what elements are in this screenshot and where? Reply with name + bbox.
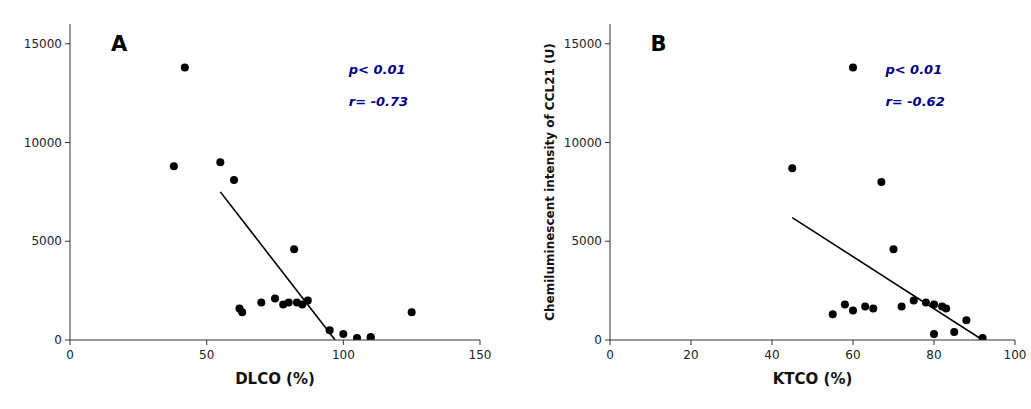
x-tick xyxy=(853,340,854,345)
y-tick xyxy=(605,241,610,242)
y-tick xyxy=(65,142,70,143)
panel-label: B xyxy=(651,32,667,56)
point xyxy=(841,300,849,308)
point xyxy=(238,308,246,316)
y-tick-label: 15000 xyxy=(564,37,602,51)
plot-area xyxy=(788,63,986,340)
y-tick xyxy=(605,142,610,143)
point xyxy=(170,162,178,170)
point xyxy=(230,176,238,184)
point xyxy=(326,326,334,334)
point xyxy=(788,164,796,172)
y-axis xyxy=(70,24,71,340)
x-tick xyxy=(70,340,71,345)
point xyxy=(930,300,938,308)
y-tick-label: 5000 xyxy=(31,234,62,248)
point xyxy=(367,333,375,340)
point xyxy=(290,245,298,253)
y-tick xyxy=(65,340,70,341)
point xyxy=(869,304,877,312)
point xyxy=(285,298,293,306)
x-tick xyxy=(1015,340,1016,345)
x-tick xyxy=(691,340,692,345)
y-tick-label: 0 xyxy=(54,333,62,347)
panel: 0 20 40 60 80 100 0 5000 10000 15000 KTCO (%) Chemi… xyxy=(543,24,1026,388)
point xyxy=(979,334,987,340)
x-tick-label: 0 xyxy=(66,348,74,362)
x-tick xyxy=(934,340,935,345)
y-tick-label: 15000 xyxy=(24,37,62,51)
point xyxy=(829,310,837,318)
point xyxy=(408,308,416,316)
point xyxy=(962,316,970,324)
point xyxy=(304,297,312,305)
x-axis xyxy=(70,340,480,341)
x-tick-label: 50 xyxy=(199,348,214,362)
point xyxy=(849,306,857,314)
point xyxy=(367,334,375,340)
x-tick-label: 80 xyxy=(926,348,941,362)
x-tick xyxy=(343,340,344,345)
x-tick-label: 40 xyxy=(764,348,779,362)
regression-line xyxy=(220,192,335,340)
x-tick-label: 0 xyxy=(606,348,614,362)
x-tick xyxy=(610,340,611,345)
panel: 0 50 100 150 0 5000 10000 15000 DLCO (%) Ap< 0.01… xyxy=(24,24,492,388)
point xyxy=(942,304,950,312)
x-tick-label: 60 xyxy=(845,348,860,362)
point xyxy=(849,63,857,71)
plot-area xyxy=(170,63,416,340)
y-tick xyxy=(605,340,610,341)
x-tick-label: 150 xyxy=(469,348,492,362)
point xyxy=(353,334,361,340)
point xyxy=(257,298,265,306)
y-tick-label: 5000 xyxy=(571,234,602,248)
point xyxy=(861,302,869,310)
y-tick xyxy=(65,43,70,44)
y-tick xyxy=(605,43,610,44)
y-tick-label: 10000 xyxy=(24,136,62,150)
x-tick-label: 100 xyxy=(332,348,355,362)
point xyxy=(271,295,279,303)
y-axis xyxy=(610,24,611,340)
annotation: p< 0.01 xyxy=(884,62,942,77)
y-tick-label: 10000 xyxy=(564,136,602,150)
x-tick-label: 20 xyxy=(683,348,698,362)
annotation: p< 0.01 xyxy=(348,62,406,77)
regression-line xyxy=(792,218,982,340)
x-tick xyxy=(772,340,773,345)
point xyxy=(898,302,906,310)
x-axis-label: KTCO (%) xyxy=(773,370,853,388)
panel-label: A xyxy=(111,32,128,56)
x-axis xyxy=(610,340,1015,341)
x-axis-label: DLCO (%) xyxy=(235,370,315,388)
point xyxy=(930,330,938,338)
point xyxy=(950,328,958,336)
point xyxy=(216,158,224,166)
y-axis-label: Chemiluminescent intensity of CCL21 (U) xyxy=(543,43,557,320)
point xyxy=(181,63,189,71)
point xyxy=(922,298,930,306)
point xyxy=(890,245,898,253)
x-tick-label: 100 xyxy=(1004,348,1027,362)
point xyxy=(877,178,885,186)
figure: 050100150050001000015000DLCO (%)Ap< 0.01… xyxy=(0,0,1031,409)
x-tick xyxy=(206,340,207,345)
x-tick xyxy=(480,340,481,345)
annotation: r= -0.62 xyxy=(885,94,944,109)
y-tick xyxy=(65,241,70,242)
point xyxy=(339,330,347,338)
annotation: r= -0.73 xyxy=(349,94,408,109)
point xyxy=(910,297,918,305)
y-tick-label: 0 xyxy=(594,333,602,347)
